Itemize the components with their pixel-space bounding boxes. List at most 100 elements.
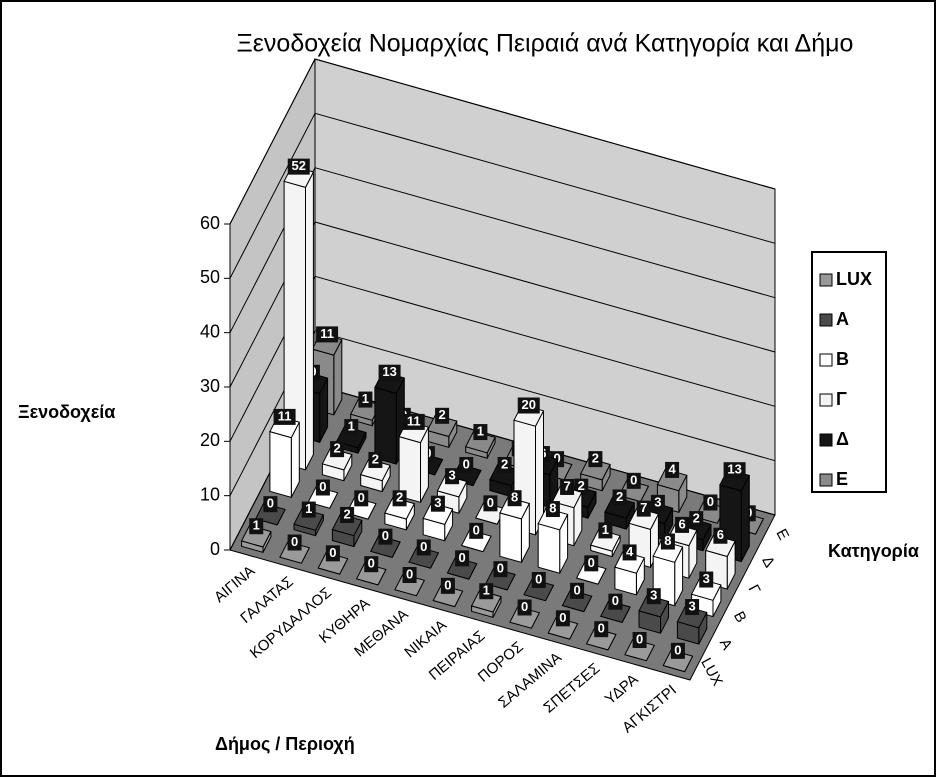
value-label-bg (301, 501, 316, 518)
value-label-bg (636, 500, 651, 517)
value-label: 20 (522, 397, 536, 412)
value-label: 0 (636, 631, 643, 646)
bar-top (240, 524, 272, 548)
bar (499, 512, 522, 564)
value-label: 0 (487, 495, 494, 510)
value-label-bg (588, 451, 603, 468)
value-label-bg (650, 494, 665, 511)
value-label: 2 (616, 489, 623, 504)
value-label-bg (497, 456, 512, 473)
value-label: 8 (511, 490, 518, 505)
bar-top (470, 589, 502, 613)
value-label-bg (416, 539, 431, 556)
value-label-bg (368, 451, 383, 468)
bar-top (509, 606, 541, 629)
value-label-bg (287, 158, 310, 175)
value-label-bg (435, 407, 450, 424)
value-label-bg (685, 599, 700, 616)
value-label: 0 (329, 545, 336, 560)
bar-top (408, 546, 440, 569)
value-label: 0 (588, 555, 595, 570)
bar-top (321, 447, 353, 471)
value-label: 11 (320, 326, 334, 341)
value-label-bg (665, 461, 680, 478)
y-tick-label: 20 (200, 430, 220, 450)
grid-line (229, 221, 776, 388)
y-tick-label: 50 (200, 267, 220, 287)
value-label-bg (517, 397, 540, 414)
value-label: 2 (592, 451, 599, 466)
bar-top (604, 496, 636, 519)
grid-line (229, 330, 776, 496)
value-label: 3 (650, 588, 657, 603)
value-label-bg (315, 479, 330, 496)
legend (811, 251, 887, 493)
bar-top (690, 578, 722, 601)
value-label: 0 (535, 571, 542, 586)
value-label: 0 (497, 561, 504, 576)
value-label-bg (531, 572, 546, 588)
legend-swatch (819, 433, 833, 447)
value-label: 1 (602, 522, 609, 537)
bar-top (537, 507, 569, 531)
value-label: 3 (703, 571, 710, 586)
value-label-bg (608, 593, 623, 610)
legend-label: E (836, 469, 848, 489)
value-label: 8 (664, 533, 671, 548)
bar-top (575, 562, 607, 585)
value-label-bg (713, 527, 728, 544)
bar-top (676, 605, 708, 629)
value-label-bg (723, 462, 746, 479)
bar-top (662, 649, 694, 673)
legend-swatch (819, 473, 833, 487)
value-label: 11 (407, 413, 421, 428)
y-tick-label: 0 (210, 539, 220, 559)
grid-line (229, 112, 776, 279)
value-label: 0 (630, 472, 637, 487)
bar-top (359, 458, 391, 482)
value-label: 0 (553, 451, 560, 466)
value-label: 13 (727, 462, 741, 477)
value-label-bg (287, 534, 302, 551)
y-tick-label: 30 (200, 376, 220, 396)
legend-label: B (836, 349, 849, 369)
value-label-bg (646, 588, 661, 605)
value-label: 0 (368, 556, 375, 571)
value-label: 4 (668, 461, 676, 476)
x-axis-title: Δήμος / Περιοχή (215, 734, 355, 754)
bar-top (369, 535, 401, 558)
value-label-bg (263, 496, 278, 513)
value-label-bg (670, 642, 685, 659)
value-label: 0 (674, 642, 681, 657)
value-label: 2 (333, 441, 340, 456)
value-label: 6 (717, 527, 724, 542)
bar-top (579, 457, 611, 481)
value-label: 3 (688, 598, 695, 613)
value-label-bg (430, 495, 445, 512)
bar-top (317, 552, 349, 575)
value-label-bg (459, 457, 474, 473)
grid-line (229, 275, 776, 442)
value-label-bg (560, 478, 575, 495)
value-label: 2 (438, 407, 445, 422)
value-label-bg (612, 489, 627, 506)
value-label-bg (364, 556, 379, 573)
value-label-bg (622, 544, 637, 561)
value-label: 0 (382, 528, 389, 543)
value-label-bg (473, 424, 488, 441)
chart-title: Ξενοδοχεία Νομαρχίας Πειραιά ανά Κατηγορ… (237, 30, 854, 58)
bar-top (624, 638, 656, 662)
value-label: 0 (598, 621, 605, 636)
value-label-bg (402, 567, 417, 583)
value-label: 0 (458, 550, 465, 565)
bar-top (355, 562, 387, 586)
value-label-bg (392, 490, 407, 507)
legend-swatch (819, 353, 833, 367)
z-axis-title: Κατηγορία (828, 541, 919, 561)
bar-top (432, 584, 464, 608)
value-label-bg (340, 506, 355, 523)
bar-top (384, 497, 416, 520)
value-label: 0 (463, 456, 470, 471)
value-label-bg (584, 555, 599, 572)
